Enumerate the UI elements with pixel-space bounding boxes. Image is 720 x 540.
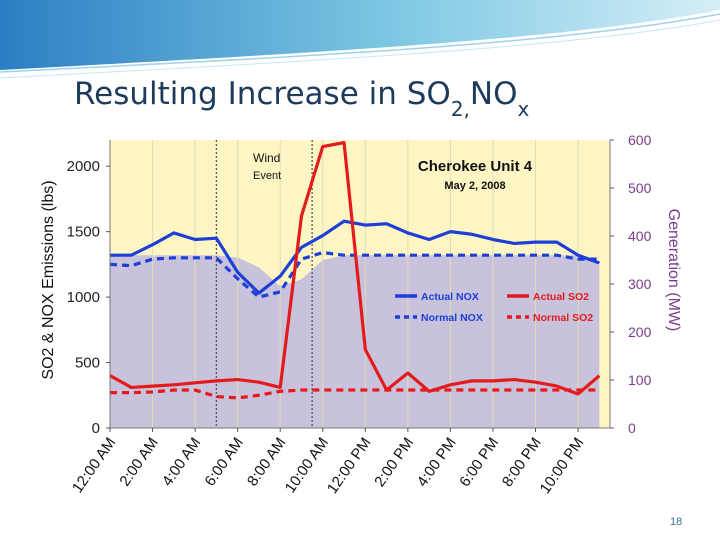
- y-tick-label: 1500: [67, 224, 100, 241]
- legend-label: Normal NOX: [421, 312, 483, 324]
- y2-tick-label: 0: [628, 420, 636, 436]
- series-line-normal-so2: [110, 388, 600, 400]
- y-axis-label: SO2 & NOX Emissions (lbs): [40, 180, 57, 379]
- y2-tick-label: 300: [628, 276, 652, 292]
- title-nox: NO: [469, 76, 518, 112]
- chart-title: Cherokee Unit 4: [418, 158, 533, 175]
- annotation-line2: Event: [253, 170, 281, 182]
- legend-label: Actual NOX: [421, 291, 479, 303]
- y2-tick-label: 600: [628, 132, 652, 148]
- y-tick-label: 2000: [67, 158, 100, 175]
- title-subscript-x: x: [517, 97, 530, 121]
- legend-label: Normal SO2: [533, 312, 593, 324]
- y-tick-label: 0: [92, 420, 100, 437]
- chart-subtitle: May 2, 2008: [444, 180, 505, 192]
- x-tick-label: 4:00 PM: [414, 435, 460, 491]
- y2-tick-label: 200: [628, 324, 652, 340]
- header-swoosh: [0, 0, 720, 79]
- y-tick-label: 500: [75, 355, 100, 372]
- x-tick-label: 4:00 AM: [159, 435, 204, 490]
- x-tick-label: 6:00 PM: [456, 435, 502, 491]
- annotation-line1: Wind: [253, 151, 280, 165]
- y2-tick-label: 100: [628, 372, 652, 388]
- y2-axis-label: Generation (MW): [665, 209, 682, 332]
- generation-area: [110, 255, 600, 428]
- x-tick-label: 6:00 AM: [201, 435, 246, 490]
- title-main: Resulting Increase in SO: [74, 76, 451, 112]
- x-tick-label: 2:00 PM: [371, 435, 417, 491]
- x-tick-label: 2:00 AM: [116, 435, 161, 490]
- slide-title: Resulting Increase in SO2,NOx: [74, 76, 529, 121]
- x-tick-label: 12:00 AM: [69, 435, 119, 497]
- series-line-actual-nox: [110, 219, 600, 295]
- page-number: 18: [670, 516, 683, 528]
- legend-label: Actual SO2: [533, 291, 589, 303]
- x-tick-label: 8:00 PM: [499, 435, 545, 491]
- y2-tick-label: 500: [628, 180, 652, 196]
- series-line-actual-so2: [109, 141, 601, 396]
- y2-tick-label: 400: [628, 228, 652, 244]
- y-tick-label: 1000: [67, 289, 100, 306]
- title-subscript-2: 2,: [450, 97, 470, 121]
- x-tick-label: 8:00 AM: [244, 435, 289, 490]
- emissions-chart: 0 500 1000 1500 2000 0 100 200 300 400 500 600 12:00…: [40, 132, 682, 497]
